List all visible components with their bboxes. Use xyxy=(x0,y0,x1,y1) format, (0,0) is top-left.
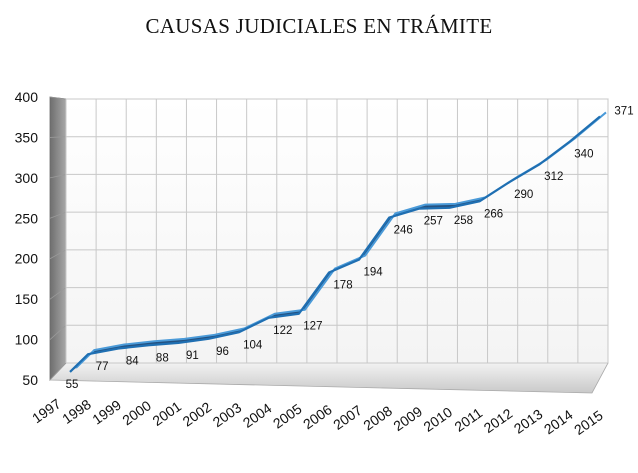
y-tick-label: 100 xyxy=(15,332,39,348)
x-tick-label: 2005 xyxy=(270,400,305,431)
x-tick-label: 2008 xyxy=(360,402,395,433)
y-tick-label: 300 xyxy=(15,170,39,186)
series-ribbon xyxy=(70,112,606,372)
y-tick-label: 350 xyxy=(15,129,39,145)
x-tick-label: 2007 xyxy=(330,402,365,433)
x-tick-label: 2002 xyxy=(180,398,215,429)
x-tick-label: 2015 xyxy=(571,407,606,438)
x-tick-label: 2001 xyxy=(149,398,184,429)
y-tick-label: 400 xyxy=(15,89,39,105)
data-label: 122 xyxy=(273,325,292,337)
data-label: 178 xyxy=(333,280,352,292)
y-tick-label: 200 xyxy=(15,251,39,267)
data-label: 127 xyxy=(303,321,322,333)
y-tick-label: 150 xyxy=(15,291,39,307)
x-tick-label: 2004 xyxy=(240,400,275,431)
data-label: 340 xyxy=(574,149,593,161)
y-gridline-side xyxy=(49,324,67,340)
data-label: 55 xyxy=(66,379,79,391)
x-tick-label: 1998 xyxy=(59,396,94,427)
y-gridline-side xyxy=(49,287,67,300)
x-tick-label: 2010 xyxy=(420,404,455,435)
y-gridline-side xyxy=(49,174,67,179)
y-gridline-side xyxy=(49,211,67,219)
data-label: 290 xyxy=(514,189,533,201)
y-tick-label: 250 xyxy=(15,210,39,226)
data-label: 84 xyxy=(126,356,139,368)
x-tick-label: 2012 xyxy=(481,405,516,436)
x-tick-label: 2000 xyxy=(119,397,154,428)
y-gridline-side xyxy=(49,136,67,138)
data-label: 91 xyxy=(186,350,199,362)
x-tick-label: 2011 xyxy=(451,404,485,434)
x-tick-label: 2014 xyxy=(541,406,576,437)
data-label: 88 xyxy=(156,352,169,364)
data-label: 257 xyxy=(424,216,443,228)
y-gridline-side xyxy=(49,96,67,100)
x-tick-label: 2003 xyxy=(210,399,245,430)
y-gridline-side xyxy=(49,249,67,260)
y-tick-label: 50 xyxy=(22,372,38,388)
data-label: 246 xyxy=(394,225,413,237)
x-tick-label: 2013 xyxy=(511,406,546,437)
x-tick-label: 2009 xyxy=(390,403,425,434)
chart-title: CAUSAS JUDICIALES EN TRÁMITE xyxy=(145,14,493,38)
data-label: 104 xyxy=(243,339,263,351)
data-label: 77 xyxy=(96,361,109,373)
x-tick-label: 1997 xyxy=(29,395,64,426)
y-gridline-side xyxy=(49,362,67,381)
series-line xyxy=(69,115,601,373)
data-label: 258 xyxy=(454,215,473,227)
data-label: 194 xyxy=(364,267,384,279)
x-tick-label: 1999 xyxy=(89,397,124,428)
data-label: 266 xyxy=(484,208,503,220)
data-label: 96 xyxy=(216,346,229,358)
data-label: 371 xyxy=(614,105,633,117)
data-label: 312 xyxy=(544,171,563,183)
x-tick-label: 2006 xyxy=(300,401,335,432)
